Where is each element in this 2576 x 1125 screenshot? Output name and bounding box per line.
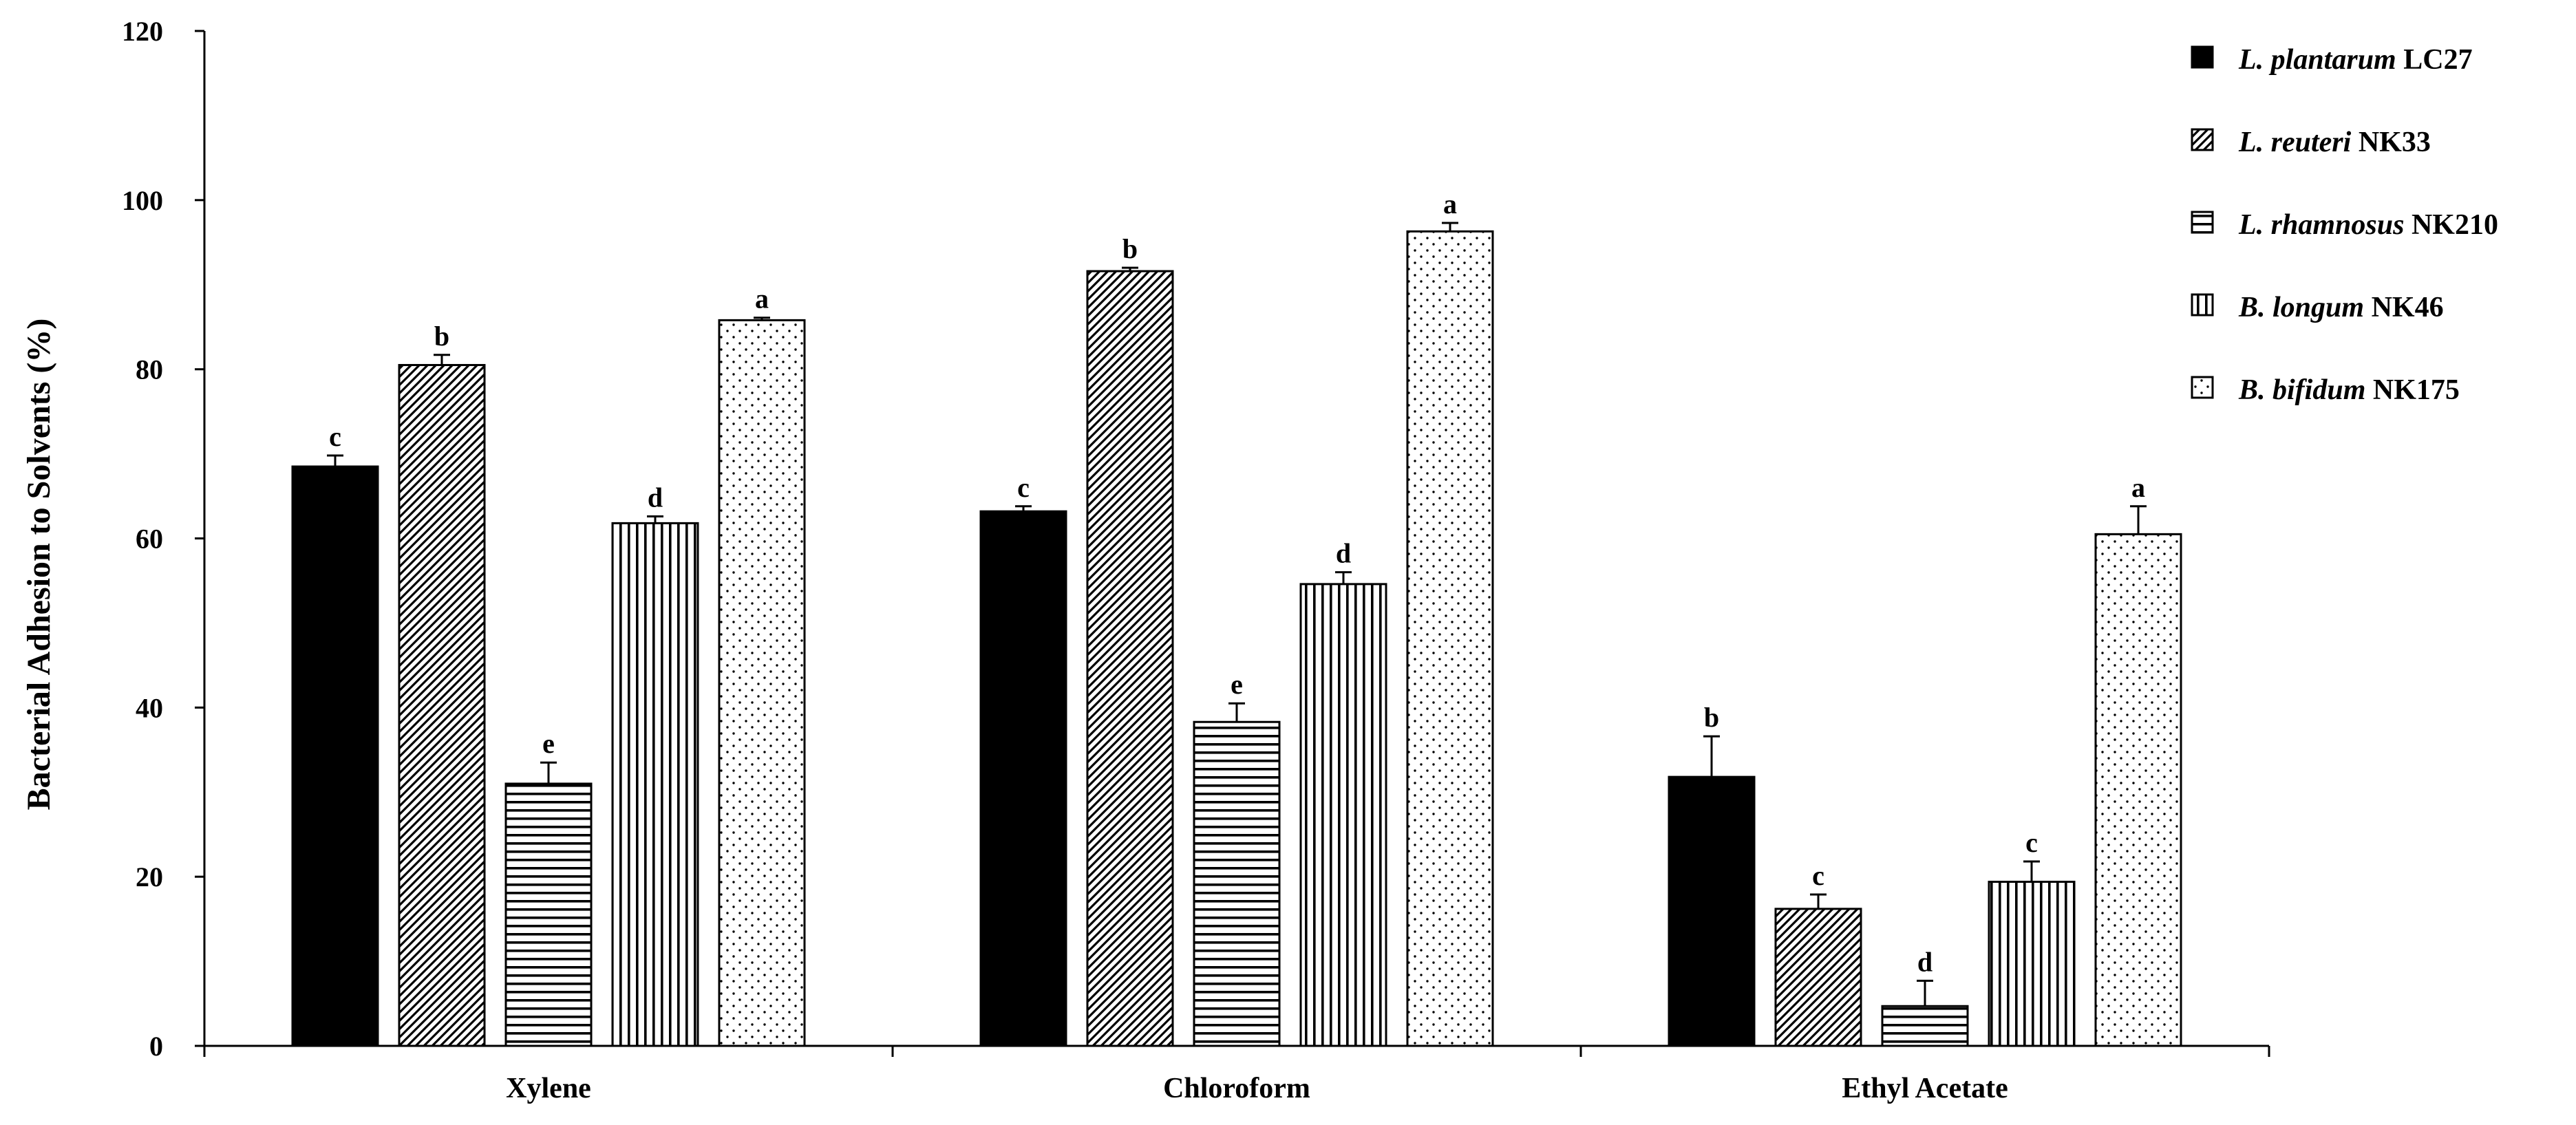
legend-label: L. plantarum LC27 — [2238, 44, 2473, 76]
x-axis-labels: Xylene Chloroform Ethyl Acetate — [203, 1046, 2270, 1104]
significance-letter: a — [2131, 472, 2145, 503]
legend-strain: NK210 — [2404, 209, 2498, 241]
bar-group: a — [718, 283, 806, 1047]
bars: c c b b b c e e d d d c a a a — [291, 189, 2182, 1047]
legend-swatch — [2191, 45, 2214, 69]
y-axis-ticks: 0 20 40 60 80 100 120 — [122, 16, 204, 1062]
y-tick-label: 0 — [149, 1031, 163, 1062]
significance-letter: b — [1122, 233, 1138, 264]
bar — [1774, 908, 1862, 1047]
bar-group: b — [398, 321, 486, 1047]
bar-group: c — [291, 421, 379, 1047]
significance-letter: b — [434, 321, 449, 352]
legend-strain: NK175 — [2365, 374, 2460, 406]
legend-strain: LC27 — [2396, 44, 2473, 76]
legend-label: B. longum NK46 — [2238, 292, 2444, 323]
legend-label: B. bifidum NK175 — [2238, 374, 2460, 406]
bar — [611, 522, 699, 1047]
significance-letter: c — [1812, 860, 1824, 891]
legend-species: B. bifidum — [2238, 374, 2365, 406]
bar-group: e — [504, 728, 593, 1047]
bar-group: b — [1086, 233, 1174, 1047]
legend-strain: NK46 — [2364, 292, 2444, 323]
legend: L. plantarum LC27 L. reuteri NK33 L. rhamn… — [2191, 44, 2498, 406]
x-category-label: Ethyl Acetate — [1842, 1073, 2008, 1104]
bar — [1668, 775, 1756, 1047]
legend-label: L. rhamnosus NK210 — [2238, 209, 2498, 241]
bar — [1086, 270, 1174, 1047]
legend-swatch — [2191, 293, 2214, 317]
y-axis-title: Bacterial Adhesion to Solvents (%) — [21, 319, 57, 811]
legend-species: B. longum — [2238, 292, 2364, 323]
bar — [1193, 720, 1281, 1047]
bar-group: a — [1406, 189, 1494, 1047]
bar — [398, 364, 486, 1047]
legend-label: L. reuteri NK33 — [2238, 127, 2431, 158]
bar-group: d — [1881, 946, 1969, 1047]
bar-group: d — [611, 482, 699, 1047]
legend-species: L. rhamnosus — [2238, 209, 2404, 241]
y-tick-label: 100 — [122, 185, 163, 216]
y-tick-label: 120 — [122, 16, 163, 47]
legend-swatch — [2191, 128, 2214, 151]
bar-group: b — [1668, 702, 1756, 1047]
significance-letter: c — [329, 421, 341, 452]
significance-letter: e — [542, 728, 555, 759]
x-category-label: Chloroform — [1163, 1073, 1310, 1104]
bar-group: c — [979, 472, 1067, 1047]
significance-letter: a — [1443, 189, 1457, 219]
bar — [291, 465, 379, 1047]
bar — [1406, 230, 1494, 1047]
significance-letter: b — [1704, 702, 1719, 733]
bar-group: c — [1774, 860, 1862, 1047]
bar — [979, 510, 1067, 1047]
y-tick-label: 80 — [136, 354, 163, 385]
legend-species: L. plantarum — [2238, 44, 2396, 76]
significance-letter: d — [648, 482, 663, 513]
bar — [1988, 881, 2076, 1047]
legend-species: L. reuteri — [2238, 127, 2352, 158]
legend-item: B. longum NK46 — [2191, 292, 2444, 323]
y-tick-label: 40 — [136, 692, 163, 723]
significance-letter: a — [755, 283, 769, 314]
bar — [2094, 533, 2182, 1047]
significance-letter: d — [1336, 538, 1351, 569]
significance-letter: d — [1917, 946, 1933, 977]
y-tick-label: 20 — [136, 861, 163, 892]
bar-group: c — [1988, 827, 2076, 1047]
legend-strain: NK33 — [2351, 127, 2431, 158]
legend-swatch — [2191, 211, 2214, 234]
bar — [504, 782, 593, 1047]
legend-item: B. bifidum NK175 — [2191, 374, 2460, 406]
bar — [1881, 1005, 1969, 1047]
significance-letter: e — [1231, 669, 1243, 700]
bar-group: e — [1193, 669, 1281, 1047]
legend-swatch — [2191, 376, 2214, 399]
bar-group: a — [2094, 472, 2182, 1047]
legend-item: L. rhamnosus NK210 — [2191, 209, 2498, 241]
x-category-label: Xylene — [506, 1073, 591, 1104]
y-tick-label: 60 — [136, 524, 163, 555]
bar-group: d — [1299, 538, 1387, 1047]
significance-letter: c — [2025, 827, 2038, 858]
bar — [1299, 583, 1387, 1047]
legend-item: L. plantarum LC27 — [2191, 44, 2473, 76]
legend-item: L. reuteri NK33 — [2191, 127, 2431, 158]
bar — [718, 319, 806, 1047]
significance-letter: c — [1017, 472, 1030, 503]
